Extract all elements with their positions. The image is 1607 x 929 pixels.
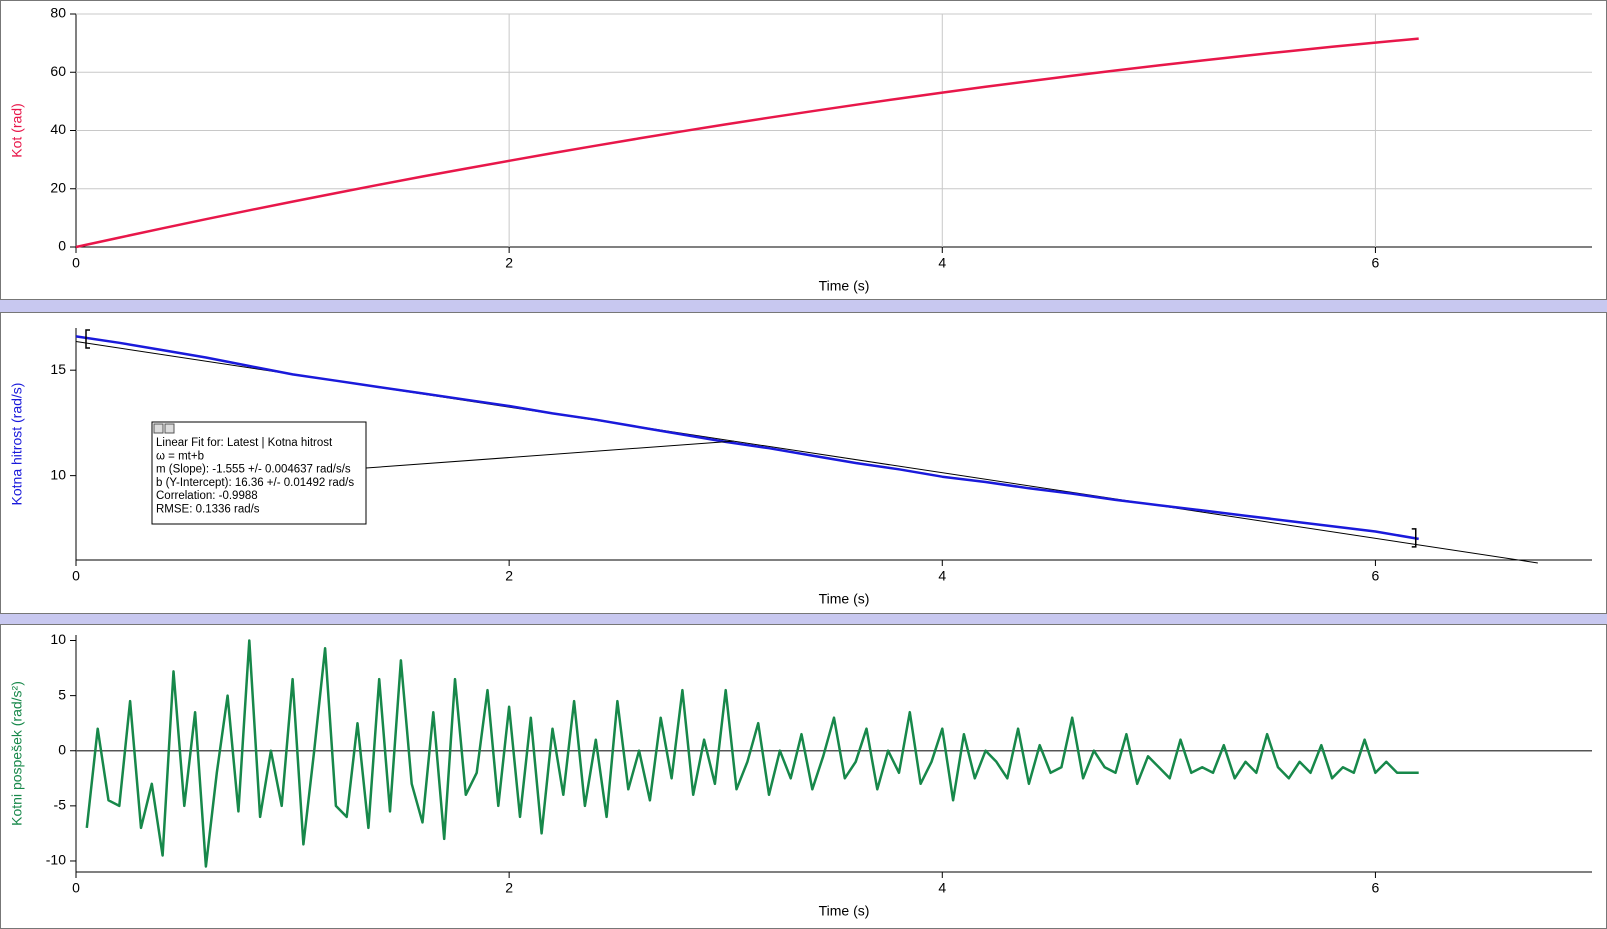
x-tick-label: 0 bbox=[72, 880, 80, 896]
x-tick-label: 2 bbox=[505, 880, 513, 896]
x-axis-label: Time (s) bbox=[819, 278, 870, 294]
x-tick-label: 6 bbox=[1372, 568, 1380, 584]
data-line bbox=[75, 335, 1419, 541]
x-tick-label: 0 bbox=[72, 568, 80, 584]
x-tick-label: 4 bbox=[938, 880, 946, 896]
y-axis-label: Kot (rad) bbox=[9, 103, 25, 157]
annotation-line: b (Y-Intercept): 16.36 +/- 0.01492 rad/s bbox=[156, 477, 354, 489]
annotation-line: m (Slope): -1.555 +/- 0.004637 rad/s/s bbox=[156, 464, 351, 476]
annotation-line: ω = mt+b bbox=[156, 450, 204, 462]
y-tick-label: 10 bbox=[50, 466, 66, 482]
splitter[interactable] bbox=[0, 300, 1607, 312]
y-tick-label: 15 bbox=[50, 361, 66, 377]
y-axis-label: Kotni pospešek (rad/s²) bbox=[9, 681, 25, 826]
y-axis-label: Kotna hitrost (rad/s) bbox=[9, 383, 25, 506]
x-tick-label: 4 bbox=[938, 568, 946, 584]
y-tick-label: 0 bbox=[58, 238, 66, 254]
x-tick-label: 6 bbox=[1372, 880, 1380, 896]
y-tick-label: 60 bbox=[50, 63, 66, 79]
close-button[interactable] bbox=[153, 423, 164, 434]
x-axis-label: Time (s) bbox=[819, 591, 870, 607]
x-tick-label: 4 bbox=[938, 255, 946, 271]
y-tick-label: 80 bbox=[50, 5, 66, 21]
y-tick-label: 5 bbox=[58, 686, 66, 702]
annotation-line: Linear Fit for: Latest | Kotna hitrost bbox=[156, 437, 333, 449]
y-tick-label: 40 bbox=[50, 121, 66, 137]
range-bracket bbox=[1411, 528, 1417, 548]
splitter[interactable] bbox=[0, 614, 1607, 624]
x-tick-label: 6 bbox=[1372, 255, 1380, 271]
y-tick-label: 0 bbox=[58, 741, 66, 757]
menu-button[interactable] bbox=[164, 423, 175, 434]
x-tick-label: 0 bbox=[72, 255, 80, 271]
annotation-box bbox=[151, 421, 367, 525]
x-tick-label: 2 bbox=[505, 255, 513, 271]
x-tick-label: 2 bbox=[505, 568, 513, 584]
y-tick-label: -5 bbox=[54, 797, 67, 813]
y-tick-label: 20 bbox=[50, 179, 66, 195]
annotation: Linear Fit for: Latest | Kotna hitrostω … bbox=[151, 421, 367, 525]
data-line bbox=[75, 37, 1419, 249]
y-tick-label: 10 bbox=[50, 631, 66, 647]
annotation-line: Correlation: -0.9988 bbox=[156, 490, 258, 502]
annotation-connector bbox=[365, 440, 734, 469]
x-axis-label: Time (s) bbox=[819, 903, 870, 919]
range-bracket bbox=[85, 329, 90, 349]
data-line bbox=[85, 639, 1419, 868]
y-tick-label: -10 bbox=[46, 852, 66, 868]
annotation-line: RMSE: 0.1336 rad/s bbox=[156, 504, 260, 516]
